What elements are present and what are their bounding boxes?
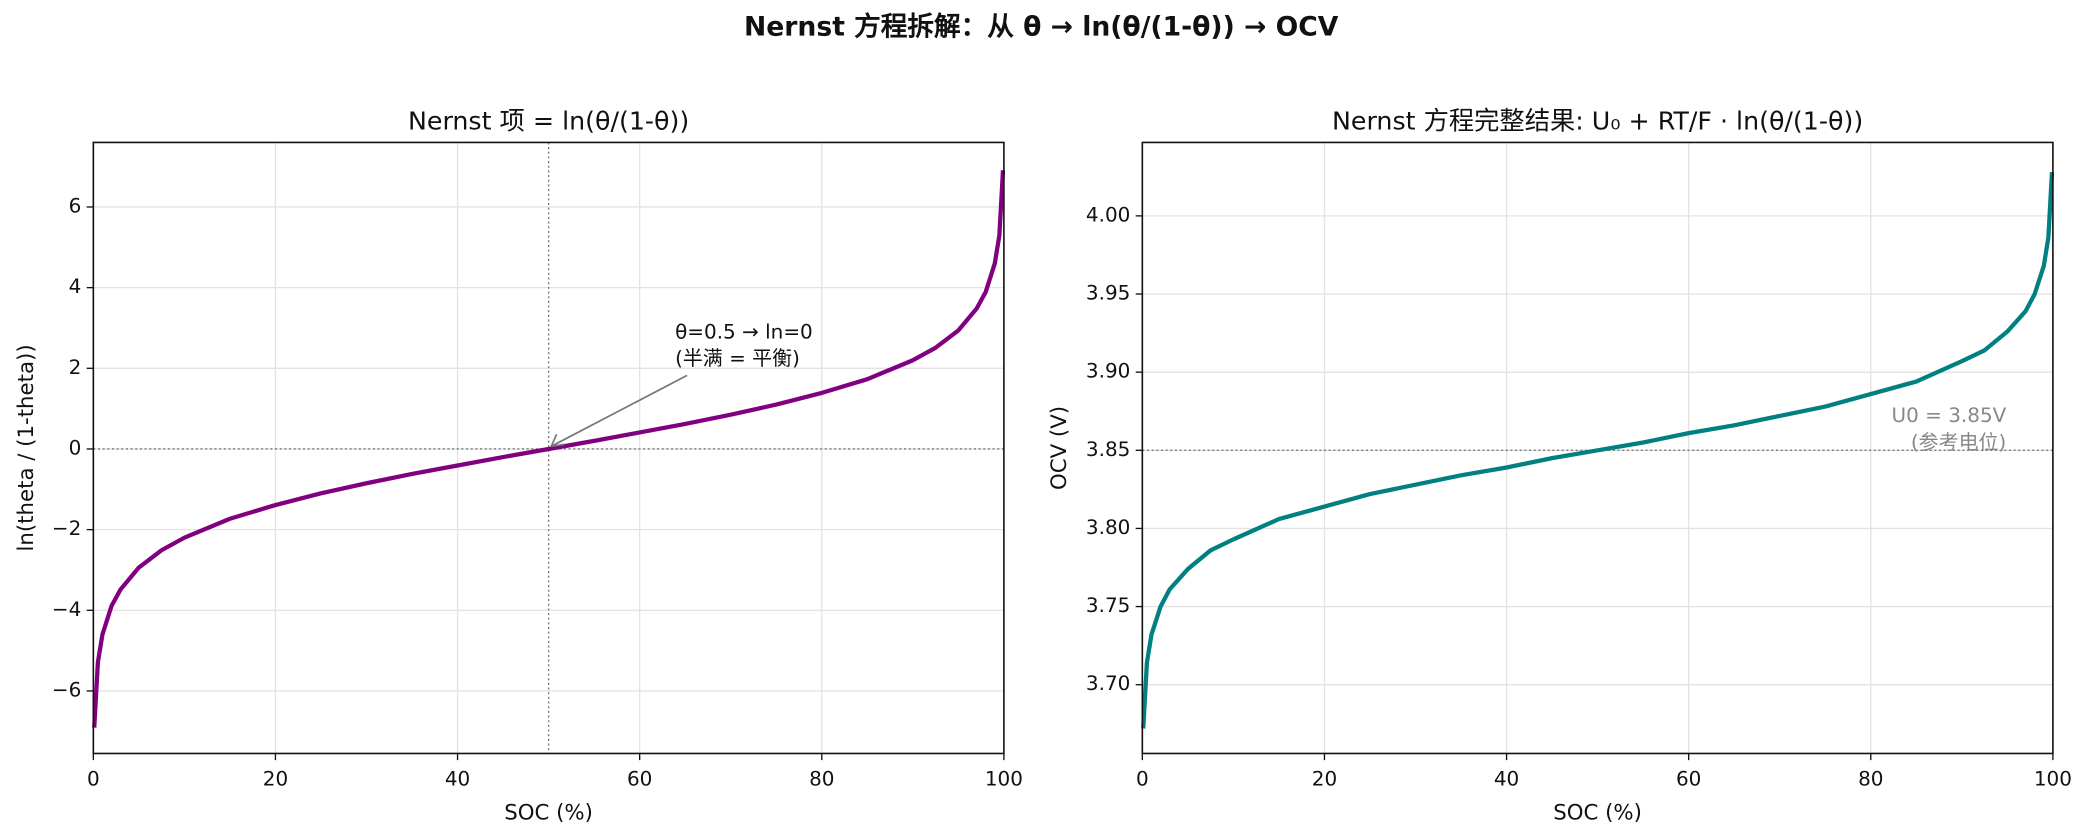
annotation-arrow [550,374,688,448]
x-tick-label: 80 [809,767,834,791]
x-tick-label: 0 [1136,767,1149,791]
y-tick-label: 4.00 [1086,202,1130,226]
y-tick-label: 0 [69,435,82,459]
data-line [92,170,1006,728]
subplot-title: Nernst 项 = ln(θ/(1-θ)) [408,106,689,135]
annotation-arrowhead [550,433,565,448]
plot-frame [92,141,1005,755]
x-tick-label: 60 [627,767,652,791]
annotation: U0 = 3.85V [1892,403,2007,427]
annotation: (参考电位) [1911,430,2006,454]
y-tick-label: 3.75 [1086,593,1130,617]
figure-title: Nernst 方程拆解：从 θ → ln(θ/(1-θ)) → OCV [744,11,1339,42]
y-tick-label: 3.70 [1086,671,1130,695]
x-tick-label: 60 [1676,767,1701,791]
plot-frame [1141,141,2054,755]
y-tick-label: 2 [69,355,82,379]
x-tick-label: 100 [2034,767,2072,791]
x-tick-label: 100 [985,767,1023,791]
x-tick-label: 20 [1312,767,1337,791]
annotation: (半满 = 平衡) [675,346,800,370]
subplot-title: Nernst 方程完整结果: U₀ + RT/F · ln(θ/(1-θ)) [1332,106,1863,135]
y-tick-label: −6 [52,677,81,701]
y-tick-label: −2 [52,516,81,540]
y-tick-label: −4 [52,597,81,621]
subplot: 0 20 40 60 80 100 −6 −4 −2 0 2 4 6 Nernst 项 = ln(θ/(1… [14,106,1023,825]
x-tick-label: 80 [1858,767,1883,791]
x-tick-label: 0 [87,767,100,791]
y-tick-label: 3.90 [1086,359,1130,383]
y-axis-label: ln(theta / (1-theta)) [14,344,39,551]
y-tick-label: 3.95 [1086,281,1130,305]
x-tick-label: 40 [1494,767,1519,791]
y-axis-label: OCV (V) [1047,406,1072,490]
subplot: 0 20 40 60 80 100 3.70 3.75 3.80 3.85 3.90 3.95 4.00… [1047,106,2072,825]
x-tick-label: 40 [445,767,470,791]
y-tick-label: 3.80 [1086,515,1130,539]
x-axis-label: SOC (%) [504,800,593,825]
y-tick-label: 6 [69,193,82,217]
annotation: θ=0.5 → ln=0 [675,319,813,343]
x-axis-label: SOC (%) [1553,800,1642,825]
x-tick-label: 20 [263,767,288,791]
y-tick-label: 3.85 [1086,437,1130,461]
y-tick-label: 4 [69,274,82,298]
data-line [1141,172,2055,729]
